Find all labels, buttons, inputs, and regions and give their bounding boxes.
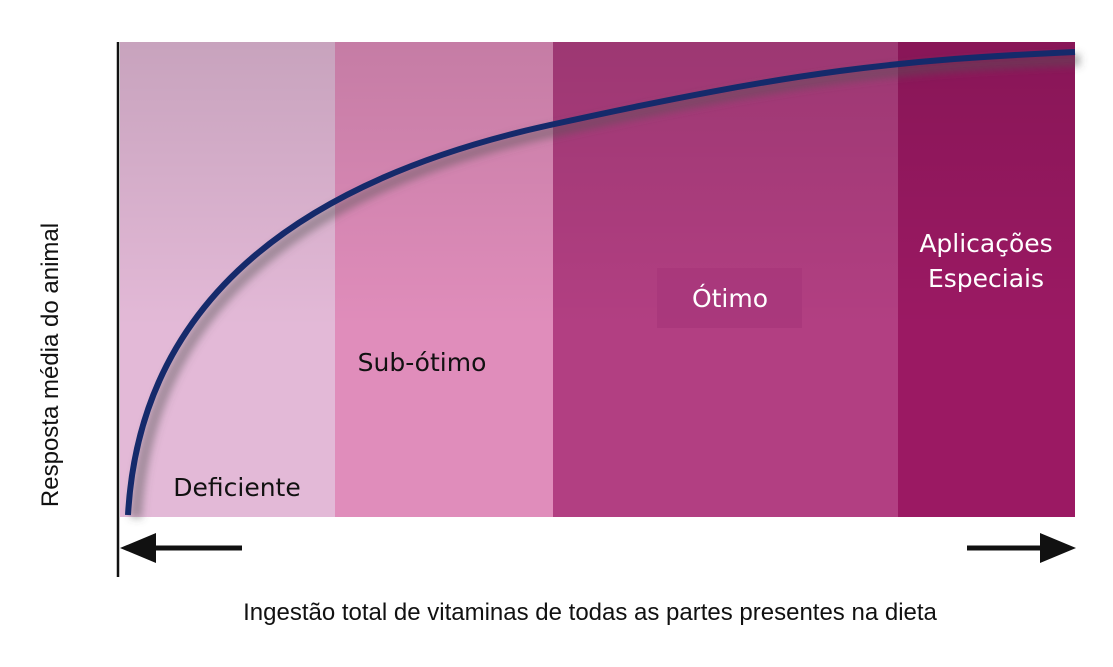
arrowhead-right	[1040, 533, 1076, 563]
curve-shadow	[130, 54, 1081, 519]
label-box	[657, 268, 802, 328]
zone-label: Deficiente	[173, 473, 300, 502]
zone-label: Sub-ótimo	[358, 348, 487, 377]
y-axis-label: Resposta média do animal	[37, 223, 64, 507]
response-curve	[125, 49, 1076, 516]
arrowhead-left	[120, 533, 156, 563]
x-axis-label: Ingestão total de vitaminas de todas as …	[243, 599, 937, 626]
zone-label: Especiais	[928, 264, 1044, 293]
zone-label: Aplicações	[919, 229, 1052, 258]
zone-label: Ótimo	[692, 283, 768, 313]
